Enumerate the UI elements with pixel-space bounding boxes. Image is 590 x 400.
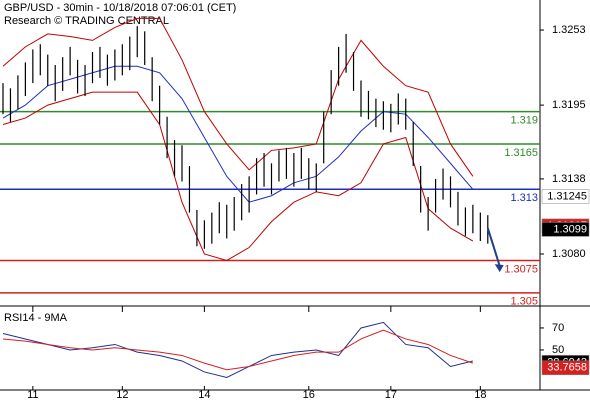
arrow bbox=[486, 227, 501, 267]
series-line bbox=[2, 329, 474, 371]
y-tick-label: 50 bbox=[552, 344, 564, 356]
series-line bbox=[2, 91, 474, 262]
level-label: 1.319 bbox=[510, 114, 538, 126]
price-tag-label: 1.3099 bbox=[553, 223, 587, 235]
y-tick-label: 1.3080 bbox=[552, 248, 586, 260]
series-line bbox=[2, 17, 474, 177]
x-tick-label: 14 bbox=[198, 389, 210, 400]
y-tick-label: 1.3253 bbox=[552, 24, 586, 36]
level-label: 1.3075 bbox=[504, 263, 538, 275]
y-tick-label: 1.3195 bbox=[552, 99, 586, 111]
level-label: 1.313 bbox=[510, 192, 538, 204]
price-tag bbox=[541, 189, 590, 204]
x-tick-label: 18 bbox=[474, 389, 486, 400]
level-label: 1.3165 bbox=[504, 147, 538, 159]
x-tick-label: 12 bbox=[116, 389, 128, 400]
price-tag bbox=[541, 222, 590, 237]
chart-title: GBP/USD - 30min - 10/18/2018 07:06:01 (C… bbox=[4, 2, 236, 14]
x-tick-label: 11 bbox=[27, 389, 38, 400]
y-tick-label: 70 bbox=[552, 322, 564, 334]
price-tag-label: 33.7658 bbox=[547, 362, 587, 374]
level-label: 1.305 bbox=[510, 296, 538, 308]
x-tick-label: 16 bbox=[303, 389, 315, 400]
y-tick-label: 1.3138 bbox=[552, 173, 586, 185]
price-tag-label: 1.31245 bbox=[547, 190, 587, 202]
chart-subtitle: Research © TRADING CENTRAL bbox=[4, 15, 169, 27]
panel-title: RSI14 - 9MA bbox=[4, 312, 68, 324]
arrow-head bbox=[494, 264, 504, 273]
price-tag bbox=[541, 360, 590, 376]
series-line bbox=[2, 65, 474, 203]
x-tick-label: 17 bbox=[385, 389, 397, 400]
